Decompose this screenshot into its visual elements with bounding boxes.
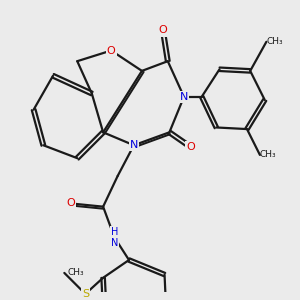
Text: O: O xyxy=(159,26,167,35)
Text: N: N xyxy=(130,140,138,150)
Text: CH₃: CH₃ xyxy=(67,268,84,278)
Text: CH₃: CH₃ xyxy=(260,150,277,159)
Text: H
N: H N xyxy=(111,226,118,248)
Text: O: O xyxy=(66,198,75,208)
Text: O: O xyxy=(186,142,195,152)
Text: O: O xyxy=(107,46,116,56)
Text: S: S xyxy=(82,289,89,299)
Text: N: N xyxy=(180,92,188,102)
Text: CH₃: CH₃ xyxy=(266,37,283,46)
